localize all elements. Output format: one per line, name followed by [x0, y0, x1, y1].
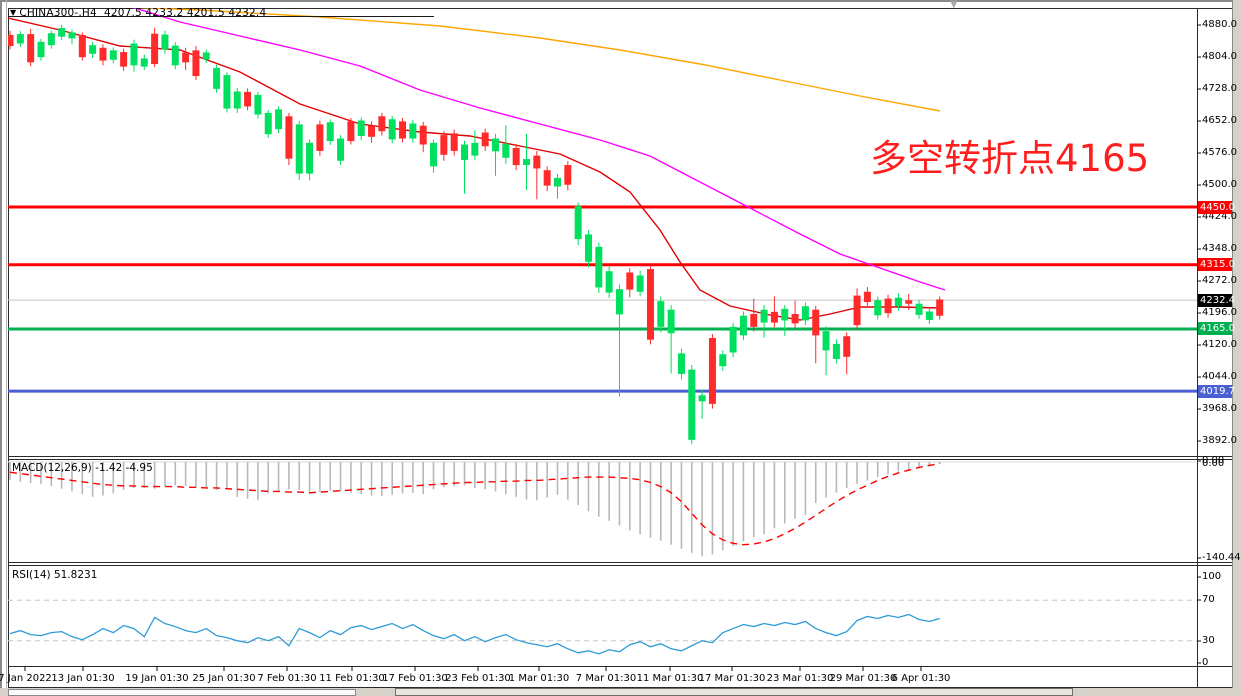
macd-panel-top-border	[8, 459, 1232, 460]
current-price-badge: 4232.4	[1198, 293, 1235, 307]
hline-price-badge: 4019.7	[1198, 384, 1235, 398]
price-tick-label: 4348.0	[1202, 243, 1237, 254]
price-tick-label: 4576.0	[1202, 147, 1237, 158]
rsi-scale-label: 100	[1202, 571, 1222, 582]
window-right-strip[interactable]	[1233, 0, 1241, 696]
date-label: 11 Mar 01:30	[636, 673, 704, 684]
axis-ticks	[24, 24, 1201, 671]
macd-scale-label: 0.00	[1202, 455, 1225, 466]
rsi-panel-top-border	[8, 565, 1232, 566]
date-label: 17 Mar 01:30	[698, 673, 766, 684]
annotation-text: 多空转折点4165	[870, 137, 1150, 180]
date-label: 17 Feb 01:30	[382, 673, 448, 684]
rsi-layer	[8, 599, 1197, 655]
rsi-panel-bottom-border	[8, 666, 1232, 667]
price-tick-label: 4500.0	[1202, 179, 1237, 190]
rsi-line	[9, 613, 940, 655]
ma-mid-magenta	[132, 8, 946, 291]
date-label: 19 Jan 01:30	[125, 673, 189, 684]
date-label: 7 Mar 01:30	[575, 673, 637, 684]
date-label: 1 Mar 01:30	[508, 673, 570, 684]
title-underline	[8, 16, 434, 17]
price-tick-label: 3968.0	[1202, 403, 1237, 414]
date-label: 23 Mar 01:30	[766, 673, 834, 684]
rsi-scale-label: 70	[1202, 594, 1215, 605]
macd-scale-label: 0.00	[1202, 458, 1225, 469]
date-label: 11 Feb 01:30	[319, 673, 385, 684]
date-label: 7 Jan 2022	[0, 673, 52, 684]
date-label: 13 Jan 01:30	[51, 673, 115, 684]
price-tick-label: 4424.0	[1202, 211, 1237, 222]
axis-separator-line	[1197, 8, 1198, 688]
chart-title: ▼ CHINA300-,H4 4207.5 4233.2 4201.5 4232.…	[10, 7, 266, 19]
price-tick-label: 4880.0	[1202, 19, 1237, 30]
rsi-indicator-label: RSI(14) 51.8231	[12, 569, 98, 581]
ma-slow-orange	[134, 8, 941, 112]
hline-price-badge: 4165.0	[1198, 322, 1235, 336]
macd-panel-bottom-border	[8, 562, 1232, 563]
ohlc-values: 4207.5 4233.2 4201.5 4232.4	[103, 7, 267, 19]
symbol-timeframe-label: CHINA300-,H4	[19, 7, 97, 19]
chart-shift-icon[interactable]: ▼	[950, 0, 958, 10]
macd-layer	[8, 461, 1197, 557]
price-tick-label: 4652.0	[1202, 115, 1237, 126]
price-tick-label: 4044.0	[1202, 371, 1237, 382]
date-label: 29 Mar 01:30	[829, 673, 897, 684]
ma-fast-red	[8, 17, 941, 321]
rsi-scale-label: 30	[1202, 635, 1215, 646]
time-axis-bottom-border	[8, 687, 1232, 688]
rsi-scale-label: 0	[1202, 657, 1209, 668]
date-label: 23 Feb 01:30	[445, 673, 511, 684]
candles-layer	[8, 24, 944, 445]
plot-left-border	[8, 8, 9, 688]
macd-indicator-label: MACD(12,26,9) -1.42 -4.95	[12, 462, 153, 474]
main-panel-top-border	[8, 8, 1232, 9]
macd-scale-label: -140.44	[1202, 552, 1241, 563]
price-tick-label: 4196.0	[1202, 307, 1237, 318]
price-tick-label: 4120.0	[1202, 339, 1237, 350]
price-tick-label: 4272.0	[1202, 275, 1237, 286]
hline-price-badge: 4315.0	[1198, 258, 1235, 272]
hline-price-badge: 4450.0	[1198, 200, 1235, 214]
window-right-border	[1232, 0, 1233, 696]
main-plot-layer	[8, 8, 1197, 393]
main-panel-bottom-border	[8, 456, 1232, 457]
window-left-inner-border	[6, 0, 7, 696]
price-tick-label: 4728.0	[1202, 83, 1237, 94]
symbol-dropdown-icon[interactable]: ▼	[10, 8, 17, 17]
window-top-edge	[0, 0, 1241, 2]
date-label: 7 Feb 01:30	[257, 673, 317, 684]
price-tick-label: 3892.0	[1202, 435, 1237, 446]
date-label: 25 Jan 01:30	[192, 673, 256, 684]
price-tick-label: 4804.0	[1202, 51, 1237, 62]
window-left-border	[0, 0, 2, 696]
date-label: 6 Apr 01:30	[891, 673, 951, 684]
